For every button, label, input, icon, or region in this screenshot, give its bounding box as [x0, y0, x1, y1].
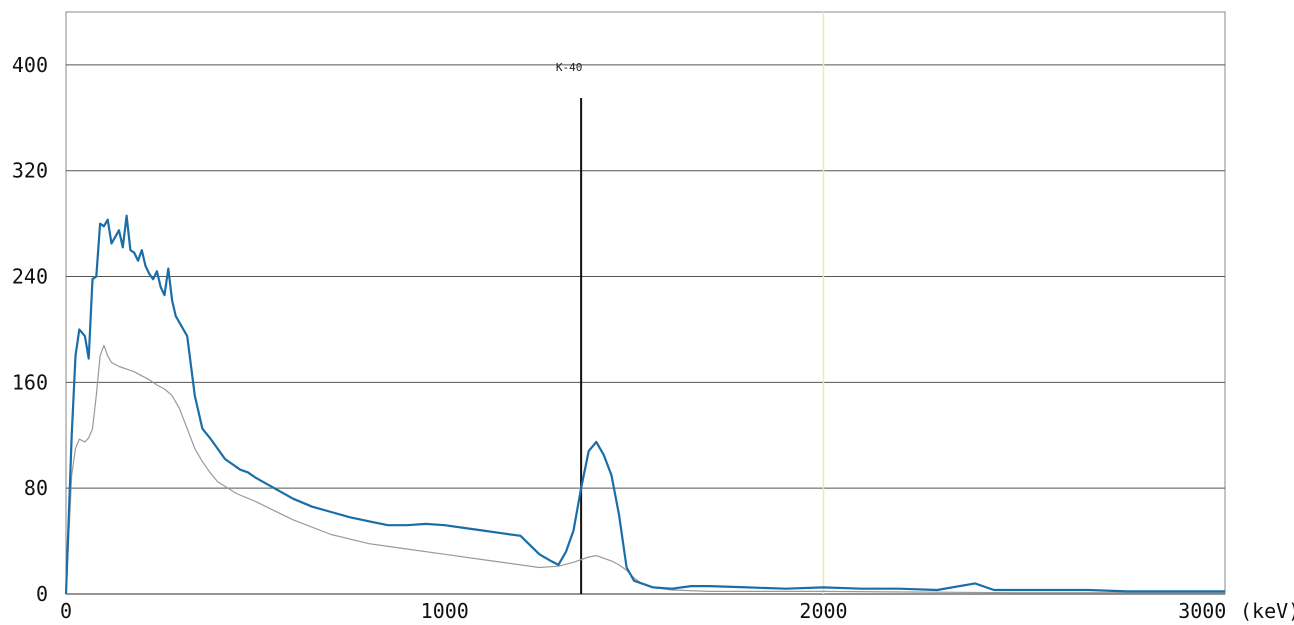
- y-tick-label: 400: [12, 53, 48, 77]
- peak-markers: K-40: [556, 12, 825, 594]
- x-tick-label: 3000: [1178, 599, 1226, 623]
- grid-lines: [66, 64, 1225, 595]
- x-tick-label: 0: [60, 599, 72, 623]
- x-axis-unit: (keV): [1240, 599, 1294, 623]
- series-line-blue: [64, 214, 1225, 595]
- y-tick-label: 80: [24, 476, 48, 500]
- x-tick-label: 1000: [421, 599, 469, 623]
- y-tick-label: 0: [36, 582, 48, 606]
- x-tick-label: 2000: [799, 599, 847, 623]
- series-line-gray: [65, 344, 1225, 595]
- y-tick-label: 320: [12, 159, 48, 183]
- y-axis-ticks: 0 80 160 240 320 400: [12, 53, 48, 606]
- x-axis-ticks: 0 1000 2000 3000: [60, 599, 1226, 623]
- y-tick-label: 160: [12, 370, 48, 394]
- marker-label: K-40: [556, 61, 583, 74]
- spectrum-series: [64, 214, 1225, 595]
- y-tick-label: 240: [12, 265, 48, 289]
- plot-area: [65, 11, 1226, 595]
